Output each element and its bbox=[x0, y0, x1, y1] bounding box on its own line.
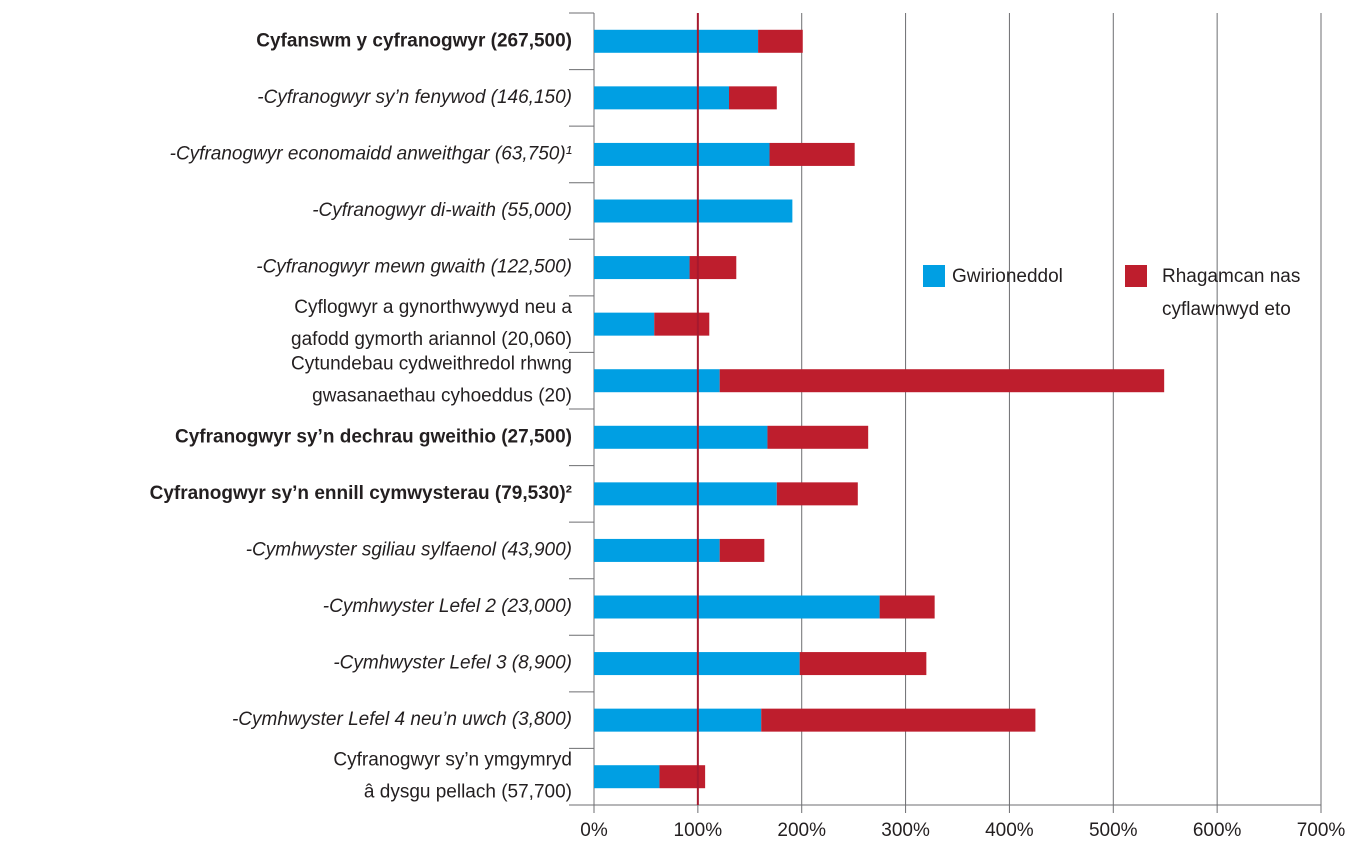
bar bbox=[594, 708, 762, 732]
category-label: Cyfanswm y cyfranogwyr (267,500) bbox=[256, 30, 572, 51]
bar bbox=[594, 425, 768, 449]
category-label: â dysgu pellach (57,700) bbox=[364, 782, 572, 803]
bar bbox=[594, 369, 720, 393]
bar bbox=[594, 29, 759, 53]
category-label: Cyflogwyr a gynorthwywyd neu a bbox=[294, 297, 572, 318]
category-label: -Cymhwyster Lefel 4 neu’n uwch (3,800) bbox=[232, 709, 572, 730]
legend-swatch bbox=[923, 265, 945, 287]
category-label: -Cyfranogwyr di-waith (55,000) bbox=[312, 200, 572, 221]
x-tick-label: 200% bbox=[777, 820, 826, 841]
category-label: -Cymhwyster Lefel 2 (23,000) bbox=[323, 596, 572, 617]
bar bbox=[594, 142, 770, 166]
bar bbox=[594, 312, 655, 336]
category-label: -Cyfranogwyr sy’n fenywod (146,150) bbox=[257, 87, 572, 108]
bar bbox=[594, 86, 730, 110]
category-label: gafodd gymorth ariannol (20,060) bbox=[291, 329, 572, 350]
legend-label: Gwirioneddol bbox=[952, 266, 1063, 287]
bar bbox=[758, 29, 803, 53]
bar bbox=[594, 652, 800, 676]
x-tick-label: 600% bbox=[1193, 820, 1242, 841]
bar bbox=[594, 595, 880, 619]
bar bbox=[729, 86, 777, 110]
bar bbox=[769, 142, 855, 166]
x-tick-label: 300% bbox=[881, 820, 930, 841]
category-label: -Cyfranogwyr economaidd anweithgar (63,7… bbox=[170, 143, 572, 164]
bar bbox=[654, 312, 710, 336]
x-tick-label: 0% bbox=[580, 820, 608, 841]
x-tick-label: 700% bbox=[1297, 820, 1346, 841]
bar bbox=[761, 708, 1036, 732]
category-label: gwasanaethau cyhoeddus (20) bbox=[312, 386, 572, 407]
bar bbox=[719, 538, 765, 562]
bar bbox=[594, 199, 793, 223]
x-tick-label: 400% bbox=[985, 820, 1034, 841]
category-label: Cyfranogwyr sy’n dechrau gweithio (27,50… bbox=[175, 426, 572, 447]
x-tick-label: 100% bbox=[674, 820, 723, 841]
category-label: -Cymhwyster Lefel 3 (8,900) bbox=[333, 653, 572, 674]
bar bbox=[799, 652, 927, 676]
category-label: -Cymhwyster sgiliau sylfaenol (43,900) bbox=[246, 539, 572, 560]
bar bbox=[776, 482, 858, 506]
bar bbox=[594, 765, 660, 789]
bar bbox=[719, 369, 1165, 393]
legend-swatch bbox=[1125, 265, 1147, 287]
bar bbox=[689, 256, 737, 280]
x-tick-label: 500% bbox=[1089, 820, 1138, 841]
bar bbox=[767, 425, 869, 449]
category-label: Cytundebau cydweithredol rhwng bbox=[291, 354, 572, 375]
bar bbox=[594, 256, 690, 280]
legend-label: Rhagamcan nas cyflawnwyd eto bbox=[1162, 266, 1301, 320]
category-label: Cyfranogwyr sy’n ennill cymwysterau (79,… bbox=[150, 483, 572, 504]
bar bbox=[879, 595, 935, 619]
bar bbox=[659, 765, 706, 789]
bar bbox=[594, 538, 720, 562]
category-label: -Cyfranogwyr mewn gwaith (122,500) bbox=[256, 257, 572, 278]
bar bbox=[594, 482, 777, 506]
category-label: Cyfranogwyr sy’n ymgymryd bbox=[333, 750, 572, 771]
